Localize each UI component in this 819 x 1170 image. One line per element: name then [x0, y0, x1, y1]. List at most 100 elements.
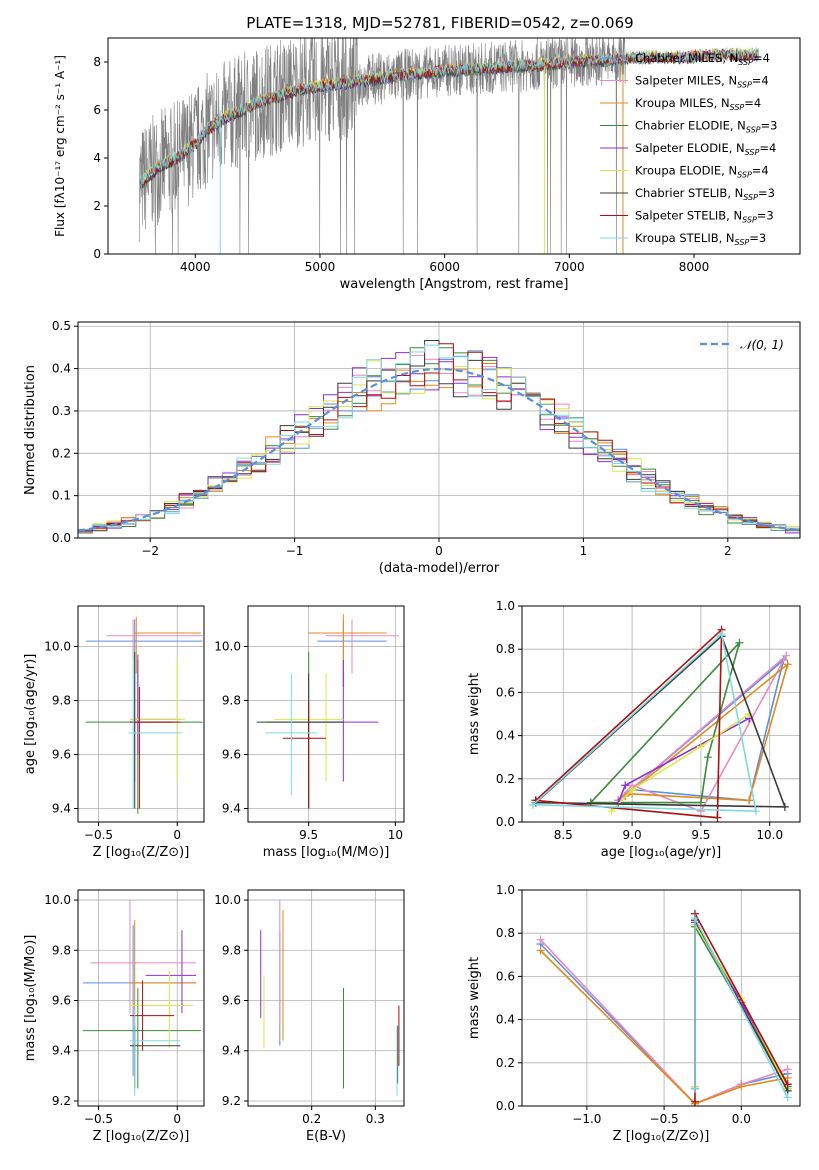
- y-tick-label: 9.4: [222, 1044, 241, 1058]
- x-tick-label: 5000: [305, 260, 336, 274]
- axes-age-vs-mass: 9.5 10 9.4 9.6 9.8 10.0 mass [log₁₀(M/M⊙)]: [214, 605, 405, 860]
- gaussian-curve: [78, 367, 800, 532]
- y-tick-label: 0.4: [496, 729, 515, 743]
- axes-mass-vs-EBV: 0.2 0.3 9.2 9.4 9.6 9.8 10.0 E(B-V): [214, 889, 405, 1144]
- y-tick-label: 8: [93, 55, 101, 69]
- x-tick-label: 8000: [679, 260, 710, 274]
- y-tick-label: 10.0: [44, 893, 71, 907]
- y-tick-label: 0.6: [496, 685, 515, 699]
- weight-marker: [780, 802, 789, 811]
- legend-label-8: Salpeter STELIB, NSSP=3: [635, 209, 774, 225]
- weight-marker: [536, 935, 545, 944]
- weight-line-7: [535, 634, 787, 808]
- axes-frame: [521, 605, 801, 823]
- weight-marker: [690, 1084, 699, 1093]
- axes-frame: [77, 605, 205, 823]
- legend-label-7: Chabrier STELIB, NSSP=3: [635, 186, 775, 202]
- axes-weight-vs-Z: −1.0 −0.5 0.0 0.0 0.2 0.4 0.6 0.8 1.0 Z [log₁₀(Z/…: [467, 883, 801, 1144]
- panel-weight-vs-Z: [522, 889, 800, 1107]
- y-tick-label: 9.2: [222, 1094, 241, 1108]
- x-axis-label: Z [log₁₀(Z/Z⊙)]: [93, 845, 190, 860]
- weight-marker: [536, 946, 545, 955]
- weight-marker: [745, 796, 754, 805]
- plot-area: [256, 614, 399, 809]
- y-tick-label: 0.0: [52, 531, 71, 545]
- y-tick-label: 6: [93, 103, 101, 117]
- x-tick-label: 10: [388, 828, 403, 842]
- plot-area: [529, 625, 792, 822]
- y-axis-label: mass weight: [467, 673, 482, 755]
- panel-spectrum: [138, 38, 760, 254]
- weight-line-9: [532, 632, 757, 813]
- y-tick-label: 9.8: [222, 943, 241, 957]
- x-tick-label: −0.5: [84, 828, 113, 842]
- weight-marker: [628, 785, 637, 794]
- x-axis-label: (data-model)/error: [379, 561, 500, 576]
- weight-marker: [783, 1093, 792, 1102]
- panel-age-vs-mass: [248, 606, 404, 822]
- y-tick-label: 0: [93, 247, 101, 261]
- weight-marker: [690, 1097, 699, 1106]
- y-tick-label: 0.8: [496, 926, 515, 940]
- x-axis-label: Z [log₁₀(Z/Z⊙)]: [613, 1129, 710, 1144]
- weight-marker: [751, 807, 760, 816]
- plot-area: [260, 900, 400, 1096]
- x-tick-label: 6000: [429, 260, 460, 274]
- panel-mass-vs-Z: [78, 890, 204, 1106]
- weight-marker: [713, 813, 722, 822]
- weight-line-3: [539, 949, 788, 1105]
- weight-marker: [690, 914, 699, 923]
- y-tick-label: 10.0: [44, 640, 71, 654]
- weight-line-8: [535, 627, 723, 819]
- axes-spectrum: 4000 5000 6000 7000 8000 0 2 4 6 8 wavelength [Ang…: [53, 37, 801, 292]
- y-tick-label: 1.0: [496, 883, 515, 897]
- model-spectrum-9: [140, 46, 759, 187]
- legend-label-9: Kroupa STELIB, NSSP=3: [635, 231, 766, 247]
- axes-frame: [77, 889, 205, 1107]
- y-tick-label: 0.4: [52, 362, 71, 376]
- x-tick-label: 2: [724, 544, 732, 558]
- legend-label-6: Kroupa ELODIE, NSSP=4: [635, 164, 769, 180]
- x-tick-label: 9.5: [691, 828, 710, 842]
- y-tick-label: 9.6: [222, 994, 241, 1008]
- plot-area: [82, 900, 201, 1096]
- y-tick-label: 10.0: [214, 893, 241, 907]
- y-axis-label: mass [log₁₀(M/M⊙)]: [23, 935, 38, 1062]
- y-tick-label: 9.2: [52, 1094, 71, 1108]
- panel-age-vs-Z: [78, 606, 204, 822]
- weight-marker: [783, 1080, 792, 1089]
- legend-label-3: Kroupa MILES, NSSP=4: [635, 96, 761, 112]
- x-tick-label: −2: [141, 544, 159, 558]
- y-tick-label: 9.4: [52, 802, 71, 816]
- figure-title: PLATE=1318, MJD=52781, FIBERID=0542, z=0…: [246, 14, 633, 32]
- x-tick-label: −0.5: [84, 1112, 113, 1126]
- panel-residuals: [78, 322, 800, 539]
- y-axis-label: age [log₁₀(age/yr)]: [23, 654, 38, 775]
- x-tick-label: −1.0: [572, 1112, 601, 1126]
- x-tick-label: 4000: [180, 260, 211, 274]
- weight-marker: [529, 800, 538, 809]
- y-axis-label: mass weight: [467, 957, 482, 1039]
- weight-line-6: [610, 713, 750, 812]
- y-tick-label: 0.2: [496, 1056, 515, 1070]
- y-axis-label: Flux [fλ10⁻¹⁷ erg cm⁻² s⁻¹ A⁻¹]: [53, 55, 67, 237]
- x-axis-label: mass [log₁₀(M/M⊙)]: [263, 845, 390, 860]
- plot-area: [138, 38, 760, 254]
- plot-area: [85, 616, 203, 814]
- weight-marker: [737, 1082, 746, 1091]
- y-tick-label: 0.4: [496, 1013, 515, 1027]
- weight-marker: [621, 781, 630, 790]
- y-tick-label: 1.0: [496, 599, 515, 613]
- x-tick-label: −1: [286, 544, 304, 558]
- axes-mass-vs-Z: −0.5 0 9.2 9.4 9.6 9.8 10.0 Z [log₁₀(Z/Z⊙)] mass…: [23, 889, 205, 1144]
- x-tick-label: 10.0: [756, 828, 783, 842]
- weight-marker: [696, 807, 705, 816]
- weight-line-3: [624, 662, 790, 802]
- observed-spectrum: [138, 38, 760, 254]
- weight-line-2: [539, 939, 788, 1105]
- legend-label-5: Salpeter ELODIE, NSSP=4: [635, 141, 776, 157]
- x-tick-label: 0: [173, 828, 181, 842]
- y-tick-label: 9.4: [52, 1044, 71, 1058]
- x-tick-label: 9.5: [299, 828, 318, 842]
- panel-mass-vs-EBV: [248, 890, 404, 1106]
